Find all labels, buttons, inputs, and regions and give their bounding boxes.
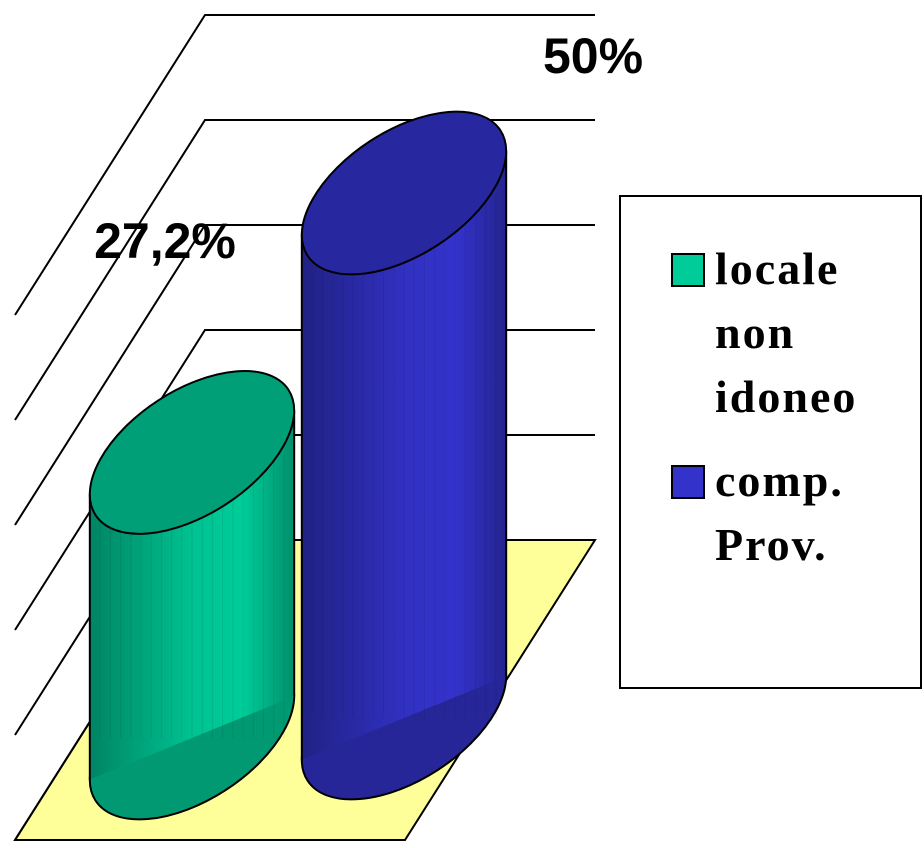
- cylinder-bar: [300, 110, 508, 801]
- legend-entry: locale non idoneo: [671, 237, 920, 429]
- cylinder-top-shade: [301, 111, 507, 275]
- legend-label: comp. Prov.: [715, 455, 844, 570]
- legend-label: locale non idoneo: [715, 243, 858, 422]
- value-label: 27,2%: [94, 213, 236, 269]
- value-label: 50%: [543, 28, 643, 84]
- legend-swatch: [671, 253, 705, 287]
- cylinder-top: [88, 369, 296, 535]
- cylinder-top-shade: [89, 370, 295, 534]
- legend-entry: comp. Prov.: [671, 449, 920, 577]
- grid-line: [14, 14, 595, 316]
- legend: locale non idoneo comp. Prov.: [619, 195, 922, 689]
- cylinder-bar: [88, 369, 296, 821]
- cylinder-shade: [301, 151, 507, 760]
- legend-swatch: [671, 465, 705, 499]
- cylinder-top: [300, 110, 508, 276]
